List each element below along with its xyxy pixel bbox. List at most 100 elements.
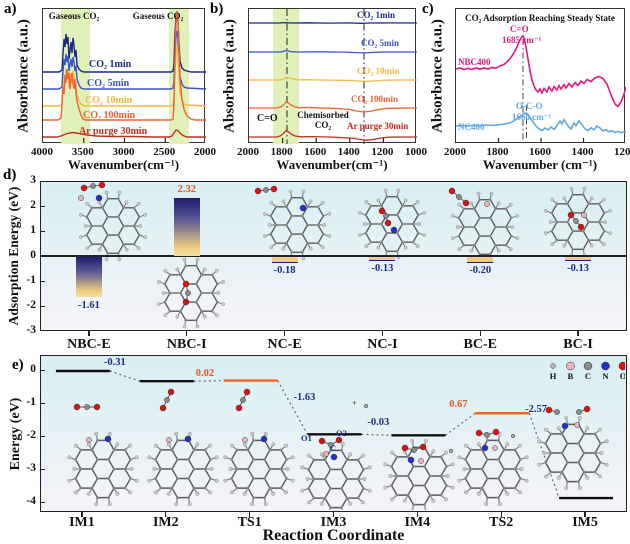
c-atom — [235, 467, 239, 471]
c-atom — [587, 202, 590, 206]
c-atom — [306, 241, 309, 245]
h-atom — [175, 314, 180, 319]
h-atom — [208, 443, 212, 448]
c-atom — [176, 477, 179, 480]
e-cat-tick — [500, 512, 502, 517]
h-atom — [598, 427, 602, 432]
h-atom — [450, 485, 455, 490]
c-atom — [478, 198, 482, 202]
b-atom — [581, 212, 587, 218]
c-atom — [385, 195, 389, 199]
h-atom — [508, 247, 513, 252]
c-atom — [230, 477, 233, 480]
c-atom — [519, 458, 522, 461]
panel-d-molecules — [78, 182, 613, 329]
c-atom — [473, 225, 476, 229]
atom — [164, 397, 170, 403]
c-atom — [194, 264, 198, 268]
category-label-NC-E: NC-E — [267, 337, 302, 352]
c-atom — [494, 225, 497, 229]
c-atom — [462, 243, 466, 247]
h-atom — [85, 201, 90, 206]
c-atom — [593, 432, 597, 436]
c-atom — [566, 442, 569, 445]
b-atom — [78, 195, 84, 201]
c-atom — [215, 300, 219, 304]
h-atom — [383, 188, 388, 193]
c-atom — [90, 448, 94, 452]
c-atom — [170, 448, 174, 452]
b-atom — [484, 201, 490, 207]
h-atom — [269, 200, 274, 205]
c-atom — [123, 448, 127, 452]
c-atom — [122, 206, 125, 210]
curve-nc400 — [456, 112, 626, 134]
chemisorbed-annotation-line1: Chemisorbed — [297, 110, 349, 120]
c-atom — [513, 486, 517, 490]
h-atom — [182, 324, 187, 329]
ytick-mark — [40, 468, 45, 470]
ytick-d-1: 1 — [30, 224, 36, 236]
b-atom — [574, 422, 580, 428]
c-atom — [439, 474, 443, 478]
c-atom — [486, 496, 489, 499]
c-atom — [385, 249, 389, 253]
b-atom — [242, 437, 248, 443]
atom — [318, 437, 326, 445]
c-atom — [200, 291, 203, 295]
h-atom — [496, 201, 501, 206]
c-atom — [369, 204, 373, 208]
c-atom — [106, 251, 110, 255]
c-atom — [116, 215, 120, 219]
c-atom — [488, 198, 492, 202]
h-atom — [320, 200, 325, 205]
h-atom — [556, 475, 561, 480]
c-atom — [312, 477, 316, 481]
xtick-a-3000: 3000 — [112, 146, 135, 158]
h-atom — [129, 467, 134, 471]
h-atom — [301, 189, 306, 194]
bar-value-NBC-E: -1.61 — [77, 300, 100, 312]
atom — [73, 403, 81, 411]
h-atom — [74, 443, 78, 448]
atom — [448, 187, 456, 195]
h-atom — [410, 509, 414, 510]
xtick-c-1800: 1800 — [486, 146, 509, 158]
atom — [98, 182, 106, 189]
atom — [567, 211, 575, 219]
c-atom — [462, 207, 466, 211]
h-atom — [117, 257, 122, 262]
n-atom — [390, 226, 398, 234]
xtick-a-3500: 3500 — [71, 146, 94, 158]
h-atom — [417, 222, 422, 226]
carbon-flake — [270, 197, 325, 253]
c-atom — [96, 477, 99, 480]
c-atom — [445, 465, 448, 468]
c-atom — [513, 467, 517, 471]
atom-label-c: C — [330, 443, 337, 453]
c-atom — [312, 496, 316, 500]
c-atom — [428, 493, 432, 497]
legend-label-O: O — [620, 371, 625, 381]
category-label-NBC-E: NBC-E — [67, 337, 111, 352]
h-atom — [242, 442, 247, 447]
c-atom — [423, 484, 426, 487]
profile-connector — [445, 412, 476, 436]
c-atom — [203, 448, 207, 452]
c-atom — [497, 496, 500, 499]
c-atom — [581, 193, 585, 197]
h-atom — [390, 450, 394, 455]
h-atom — [136, 246, 141, 251]
h-atom — [305, 477, 310, 481]
c-atom — [504, 225, 508, 229]
atom — [475, 429, 483, 437]
curve-b-ar-purge — [249, 129, 417, 141]
h-atom — [301, 256, 306, 261]
h-atom — [476, 191, 481, 196]
h-atom — [604, 462, 609, 467]
ytick-mark — [40, 501, 45, 503]
bar-value-BC-E: -0.20 — [469, 265, 492, 276]
h-atom — [214, 268, 219, 273]
ytick-e--3: -3 — [26, 462, 36, 474]
state-label-IM4: IM4 — [404, 515, 431, 530]
